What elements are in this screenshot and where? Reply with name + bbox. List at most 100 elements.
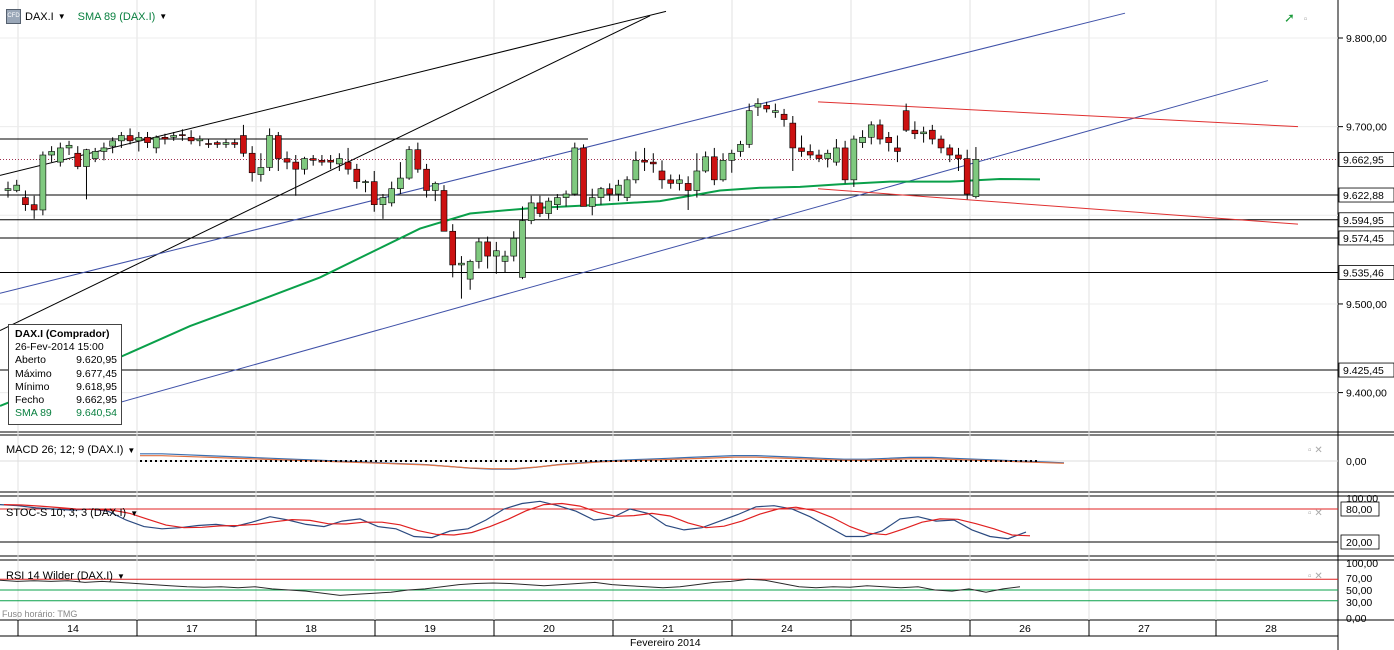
rsi-label: RSI 14 Wilder (DAX.I): [6, 570, 113, 582]
rsi-controls[interactable]: ▫ ✕: [1308, 571, 1323, 582]
candle-body: [449, 230, 457, 266]
candle-body: [231, 142, 239, 145]
candle-body: [684, 183, 692, 191]
macd-controls[interactable]: ▫ ✕: [1308, 445, 1323, 456]
candle-body: [588, 197, 596, 207]
maximize-icon[interactable]: ▫: [1308, 508, 1312, 519]
candle-body: [118, 135, 125, 142]
price-level-label: 9.535,46: [1343, 268, 1384, 280]
candle-body: [902, 110, 910, 131]
candle-body: [353, 168, 361, 182]
y-tick-label: 9.500,00: [1346, 299, 1387, 311]
maximize-icon[interactable]: ▫: [1308, 445, 1312, 456]
candle-body: [772, 110, 779, 113]
candle-body: [946, 147, 954, 156]
candle-body: [309, 158, 317, 161]
candle-body: [423, 168, 430, 191]
candle-body: [920, 131, 927, 135]
stoch-axis-label: 80,00: [1346, 504, 1372, 516]
stoch-header[interactable]: STOC-S 10; 3; 3 (DAX.I) ▼: [6, 507, 138, 519]
candle-body: [327, 160, 334, 163]
x-tick-label: 14: [67, 623, 79, 635]
candle-body: [414, 149, 422, 170]
price-level-box: [1338, 265, 1394, 280]
ohlc-info-box: DAX.I (Comprador) 26-Fev-2014 15:00 Aber…: [8, 324, 122, 426]
candle-body: [536, 202, 544, 214]
candle-body: [91, 151, 99, 159]
stoch-d-line: [3, 502, 1031, 537]
chevron-down-icon[interactable]: ▼: [130, 508, 139, 518]
candle-body: [711, 156, 718, 181]
candle-body: [83, 149, 90, 167]
x-tick-label: 17: [186, 623, 198, 635]
close-icon[interactable]: ✕: [1314, 571, 1323, 582]
candle-body: [161, 136, 169, 140]
candle-body: [719, 160, 727, 181]
x-tick-label: 19: [424, 623, 436, 635]
chevron-down-icon[interactable]: ▼: [159, 12, 168, 21]
candle-body: [728, 152, 736, 161]
candle-body: [213, 142, 221, 145]
candle-body: [466, 261, 474, 280]
month-label: Fevereiro 2014: [630, 637, 701, 649]
support-line: [817, 188, 1299, 225]
chevron-down-icon[interactable]: ▼: [57, 12, 66, 21]
rsi-axis-label: 100,00: [1346, 558, 1378, 570]
info-row-low: Mínimo 9.618,95: [15, 380, 117, 393]
maximize-icon[interactable]: ▫: [1303, 14, 1308, 25]
candle-body: [379, 197, 387, 205]
candle-body: [641, 160, 648, 163]
maximize-icon[interactable]: ▫: [1308, 571, 1312, 582]
candle-body: [623, 179, 631, 198]
trend-icon[interactable]: ➚: [1284, 10, 1295, 25]
info-row-close: Fecho 9.662,95: [15, 394, 117, 407]
y-tick-label: 9.700,00: [1346, 122, 1387, 134]
rsi-header[interactable]: RSI 14 Wilder (DAX.I) ▼: [6, 570, 125, 582]
price-level-box: [1338, 152, 1394, 167]
symbol-header[interactable]: CFD DAX.I ▼ SMA 89 (DAX.I) ▼: [6, 9, 167, 24]
candle-body: [806, 151, 814, 156]
candle-body: [22, 197, 29, 205]
candle-body: [109, 140, 116, 147]
panel-controls[interactable]: ➚ ▫: [1284, 10, 1307, 26]
candle-body: [362, 181, 369, 183]
info-row-open: Aberto 9.620,95: [15, 354, 117, 367]
candle-body: [13, 184, 21, 191]
candle-body: [780, 113, 788, 120]
stoch-level-box: [1340, 534, 1380, 550]
candle-body: [336, 158, 343, 165]
candle-body: [824, 152, 831, 159]
chevron-down-icon[interactable]: ▼: [127, 445, 136, 455]
candle-body: [388, 188, 395, 204]
candle-body: [606, 188, 613, 195]
candle-body: [867, 124, 875, 138]
candle-body: [597, 188, 605, 198]
candle-body: [48, 151, 55, 156]
candle-body: [841, 147, 849, 181]
candle-body: [876, 124, 884, 140]
stoch-controls[interactable]: ▫ ✕: [1308, 508, 1323, 519]
price-panel-bg: [0, 0, 1338, 432]
candle-body: [615, 184, 622, 195]
candle-body: [519, 220, 526, 278]
candle-body: [135, 136, 143, 142]
price-level-label: 9.622,88: [1343, 190, 1384, 202]
candle-body: [196, 138, 204, 142]
candle-body: [649, 161, 657, 165]
candle-body: [527, 202, 535, 221]
candle-body: [57, 147, 64, 163]
candle-body: [248, 152, 256, 174]
macd-header[interactable]: MACD 26; 12; 9 (DAX.I) ▼: [6, 444, 135, 456]
rsi-axis-label: 30,00: [1346, 597, 1372, 609]
info-row-sma: SMA 89 9.640,54: [15, 407, 117, 420]
chevron-down-icon[interactable]: ▼: [116, 571, 125, 581]
candle-body: [545, 200, 552, 214]
candle-body: [676, 179, 683, 184]
close-icon[interactable]: ✕: [1314, 445, 1323, 456]
candle-body: [833, 147, 840, 163]
candle-body: [301, 158, 308, 170]
price-level-box: [1338, 212, 1394, 228]
candle-body: [283, 158, 291, 163]
close-icon[interactable]: ✕: [1314, 508, 1323, 519]
price-level-label: 9.425,45: [1343, 365, 1384, 377]
